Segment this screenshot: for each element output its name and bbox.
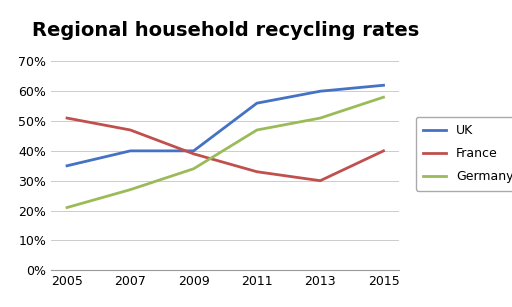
Germany [317,116,323,120]
Line: Germany: Germany [67,97,383,208]
France [64,116,70,120]
Line: UK: UK [67,85,383,166]
UK [317,89,323,93]
Text: Regional household recycling rates: Regional household recycling rates [32,21,419,41]
UK [190,149,197,153]
France [380,149,387,153]
Germany [254,128,260,132]
France [190,152,197,156]
UK [380,84,387,87]
France [254,170,260,173]
UK [254,101,260,105]
Germany [190,167,197,171]
France [127,128,134,132]
Germany [64,206,70,209]
UK [64,164,70,168]
Germany [380,95,387,99]
France [317,179,323,183]
Line: France: France [67,118,383,181]
Germany [127,188,134,192]
UK [127,149,134,153]
Legend: UK, France, Germany: UK, France, Germany [416,116,512,191]
